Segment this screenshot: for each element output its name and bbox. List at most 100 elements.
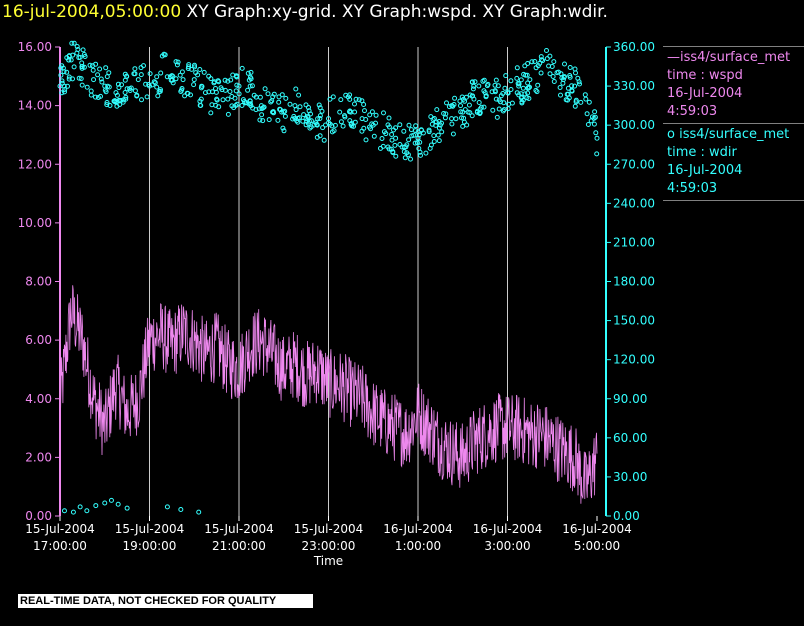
- wdir-point: [481, 77, 487, 83]
- x-tick-label-time: 3:00:00: [484, 539, 530, 553]
- wdir-point: [239, 65, 245, 71]
- wdir-point: [68, 57, 74, 63]
- wdir-point: [301, 112, 307, 118]
- wdir-point: [470, 86, 476, 92]
- wdir-point: [444, 100, 449, 106]
- wdir-point: [270, 94, 276, 100]
- wdir-point: [287, 101, 293, 107]
- wdir-point: [514, 75, 520, 81]
- wdir-point: [79, 64, 85, 70]
- y-right-tick-label: 240.00: [613, 196, 655, 210]
- wdir-point: [345, 94, 351, 100]
- wdir-point: [170, 80, 176, 86]
- wdir-point: [490, 107, 496, 113]
- wdir-point: [84, 508, 90, 514]
- wdir-point: [435, 132, 441, 138]
- wdir-point: [348, 122, 354, 127]
- wdir-point: [239, 103, 245, 108]
- legend-entry-wdir: o iss4/surface_met time : wdir 16-Jul-20…: [663, 124, 804, 200]
- wdir-point: [593, 130, 599, 136]
- wdir-point: [559, 75, 565, 81]
- legend-wdir-variable: time : wdir: [667, 145, 737, 160]
- wdir-point: [59, 80, 65, 86]
- wdir-point: [175, 59, 181, 65]
- wdir-point: [64, 69, 70, 75]
- wdir-point: [197, 67, 203, 72]
- wdir-point: [520, 85, 526, 91]
- legend-entry-wspd: —iss4/surface_met time : wspd 16-Jul-200…: [663, 47, 804, 123]
- wdir-point: [492, 82, 498, 88]
- wdir-point: [248, 69, 254, 75]
- wdir-point: [162, 52, 168, 58]
- wdir-point: [180, 77, 186, 83]
- wdir-point: [431, 139, 437, 144]
- x-tick-label-time: 19:00:00: [123, 539, 177, 553]
- wdir-point: [257, 117, 263, 123]
- wdir-point: [191, 77, 197, 83]
- wdir-point: [188, 92, 193, 98]
- x-tick-label-time: 5:00:00: [574, 539, 620, 553]
- wdir-point: [469, 93, 475, 99]
- wdir-point: [493, 96, 499, 102]
- wdir-point: [156, 89, 162, 95]
- wdir-point: [213, 86, 218, 91]
- wdir-point: [66, 53, 72, 59]
- legend-wdir-symbol: o: [667, 127, 675, 142]
- wdir-point: [192, 62, 197, 68]
- wdir-point: [450, 131, 456, 137]
- wdir-point: [65, 83, 70, 89]
- wdir-point: [154, 74, 160, 80]
- wdir-point: [524, 72, 530, 78]
- wdir-point: [297, 115, 302, 121]
- wdir-point: [79, 82, 85, 88]
- wdir-point: [93, 94, 98, 100]
- y-left-tick-label: 2.00: [25, 450, 52, 464]
- wdir-point: [290, 116, 296, 122]
- wdir-point: [276, 99, 282, 105]
- wdir-point: [253, 107, 259, 113]
- wdir-point: [383, 131, 389, 137]
- wdir-point: [436, 138, 442, 144]
- wdir-point: [296, 92, 302, 98]
- wdir-point: [276, 94, 282, 100]
- legend-wdir-time: 4:59:03: [667, 181, 718, 196]
- wdir-point: [178, 506, 184, 512]
- wdir-point: [496, 106, 502, 112]
- wdir-point: [463, 94, 469, 100]
- wdir-point: [547, 53, 553, 59]
- wdir-point: [260, 105, 266, 111]
- wdir-point: [442, 115, 448, 121]
- y-right-tick-label: 360.00: [613, 40, 655, 54]
- wdir-point: [386, 146, 392, 152]
- wdir-point: [199, 83, 205, 89]
- wdir-point: [307, 125, 313, 131]
- wdir-point: [179, 87, 184, 93]
- wdir-point: [337, 109, 343, 115]
- wdir-point: [338, 119, 344, 125]
- wdir-point: [134, 93, 140, 99]
- wdir-point: [331, 128, 337, 134]
- wdir-point: [402, 155, 408, 161]
- wdir-point: [413, 128, 418, 134]
- y-left-tick-label: 4.00: [25, 392, 52, 406]
- wdir-point: [353, 96, 359, 102]
- wdir-point: [361, 125, 367, 131]
- wdir-point: [225, 111, 231, 117]
- wdir-point: [209, 102, 215, 108]
- wdir-point: [503, 73, 509, 79]
- legend-separator: [663, 200, 804, 201]
- wdir-point: [502, 85, 508, 91]
- wdir-point: [103, 65, 109, 71]
- legend-wspd-time: 4:59:03: [667, 104, 718, 119]
- wdir-point: [123, 96, 129, 102]
- quality-banner: REAL-TIME DATA, NOT CHECKED FOR QUALITY: [18, 594, 313, 608]
- wdir-point: [233, 73, 239, 79]
- wdir-point: [412, 140, 418, 146]
- wdir-point: [532, 59, 538, 64]
- wdir-point: [431, 116, 437, 121]
- wdir-point: [406, 137, 412, 143]
- wdir-point: [247, 74, 253, 80]
- wdir-point: [508, 78, 514, 84]
- wdir-point: [569, 83, 575, 89]
- wdir-point: [196, 509, 202, 515]
